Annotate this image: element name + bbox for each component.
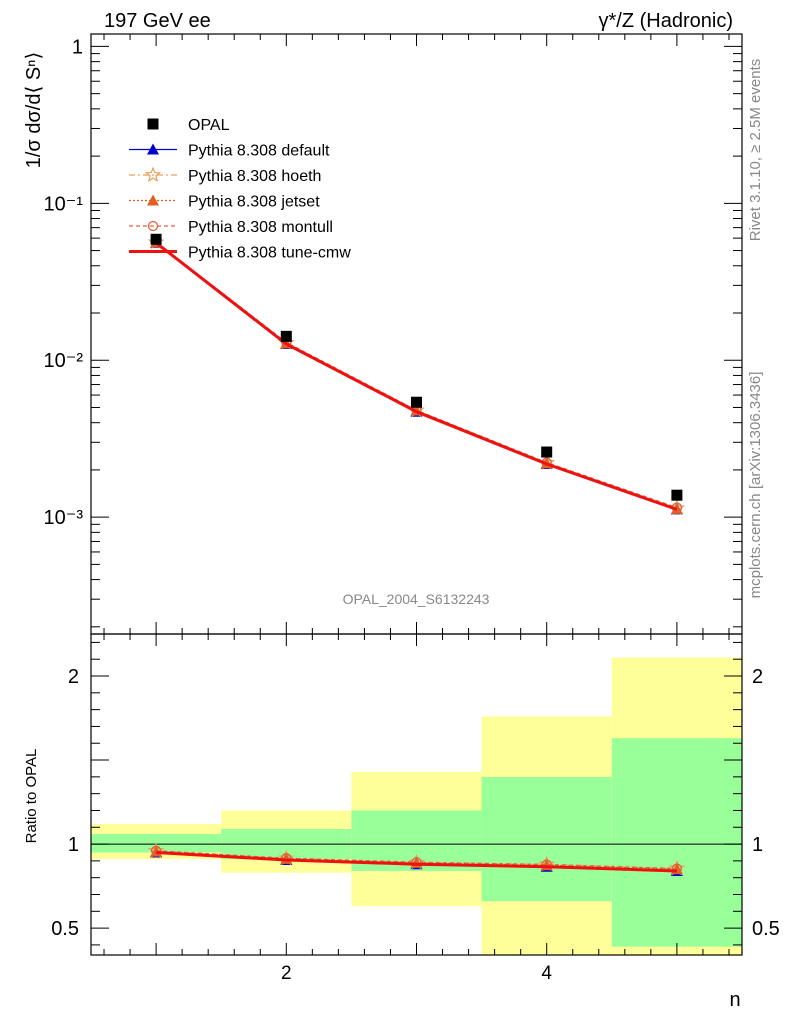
opal-data-point bbox=[671, 489, 683, 501]
ratio-point-montull bbox=[411, 857, 422, 868]
ratio-uncertainty-bands bbox=[91, 657, 742, 955]
main-ylabel: 1/σ dσ/d⟨ Sⁿ⟩ bbox=[23, 52, 45, 169]
right-title: γ*/Z (Hadronic) bbox=[599, 10, 733, 32]
mcplots-label: mcplots.cern.ch [arXiv:1306.3436] bbox=[747, 372, 764, 599]
legend-entry: Pythia 8.308 montull bbox=[188, 219, 333, 236]
ratio-y-tick-label-right: 0.5 bbox=[752, 918, 780, 940]
x-tick-label: 2 bbox=[281, 963, 292, 984]
y-tick-label: 10⁻¹ bbox=[44, 193, 84, 215]
ratio-y-tick-label-left: 2 bbox=[68, 666, 79, 688]
ratio-line-montull bbox=[156, 850, 677, 870]
ratio-point-montull bbox=[281, 853, 292, 864]
opal-data-point bbox=[541, 446, 553, 458]
y-tick-label: 10⁻³ bbox=[44, 507, 84, 529]
opal-data-point bbox=[411, 396, 422, 408]
ratio-y-tick-label-right: 1 bbox=[752, 834, 763, 856]
main-line-hoeth bbox=[155, 241, 678, 509]
ratio-ylabel: Ratio to OPAL bbox=[23, 749, 40, 844]
legend-entry: Pythia 8.308 tune-cmw bbox=[188, 245, 351, 262]
legend-entry: OPAL bbox=[188, 117, 230, 134]
x-axis-label: n bbox=[729, 989, 740, 1011]
green-band-5 bbox=[611, 738, 742, 947]
ratio-point-montull bbox=[541, 859, 552, 870]
ratio-line-tune-cmw bbox=[156, 851, 677, 873]
opal-data-point bbox=[280, 330, 292, 342]
legend-marker bbox=[147, 118, 159, 130]
y-tick-label: 1 bbox=[72, 36, 83, 58]
main-line-tune-cmw bbox=[155, 241, 678, 511]
main-line-default bbox=[155, 242, 678, 511]
legend-entry: Pythia 8.308 jetset bbox=[188, 194, 320, 211]
y-tick-label: 10⁻² bbox=[44, 350, 84, 372]
ratio-axes: 2 4 0.5 0.5 1 1 2 2 bbox=[51, 633, 780, 984]
legend-marker bbox=[147, 194, 159, 206]
legend-marker bbox=[144, 166, 162, 183]
main-line-jetset bbox=[155, 241, 678, 510]
ratio-y-tick-label-left: 0.5 bbox=[51, 918, 79, 940]
ratio-y-tick-label-right: 2 bbox=[752, 666, 763, 688]
green-band-4 bbox=[481, 776, 612, 902]
ratio-series bbox=[147, 842, 686, 876]
legend-entry: Pythia 8.308 default bbox=[188, 143, 330, 160]
main-series bbox=[147, 233, 686, 516]
rivet-label: Rivet 3.1.10, ≥ 2.5M events bbox=[747, 59, 764, 242]
left-title: 197 GeV ee bbox=[104, 10, 211, 32]
opal-data-point bbox=[150, 233, 162, 245]
ratio-y-tick-label-left: 1 bbox=[68, 834, 79, 856]
legend-entry: Pythia 8.308 hoeth bbox=[188, 168, 321, 185]
x-tick-label: 4 bbox=[541, 963, 552, 984]
legend-marker bbox=[147, 143, 159, 155]
analysis-watermark: OPAL_2004_S6132243 bbox=[343, 591, 490, 607]
ratio-point-montull bbox=[671, 863, 683, 874]
main-line-montull bbox=[155, 241, 678, 509]
legend-marker bbox=[147, 220, 159, 232]
legend: OPAL Pythia 8.308 default Pythia 8.308 hoe… bbox=[129, 117, 351, 262]
ratio-point-montull bbox=[150, 845, 162, 856]
